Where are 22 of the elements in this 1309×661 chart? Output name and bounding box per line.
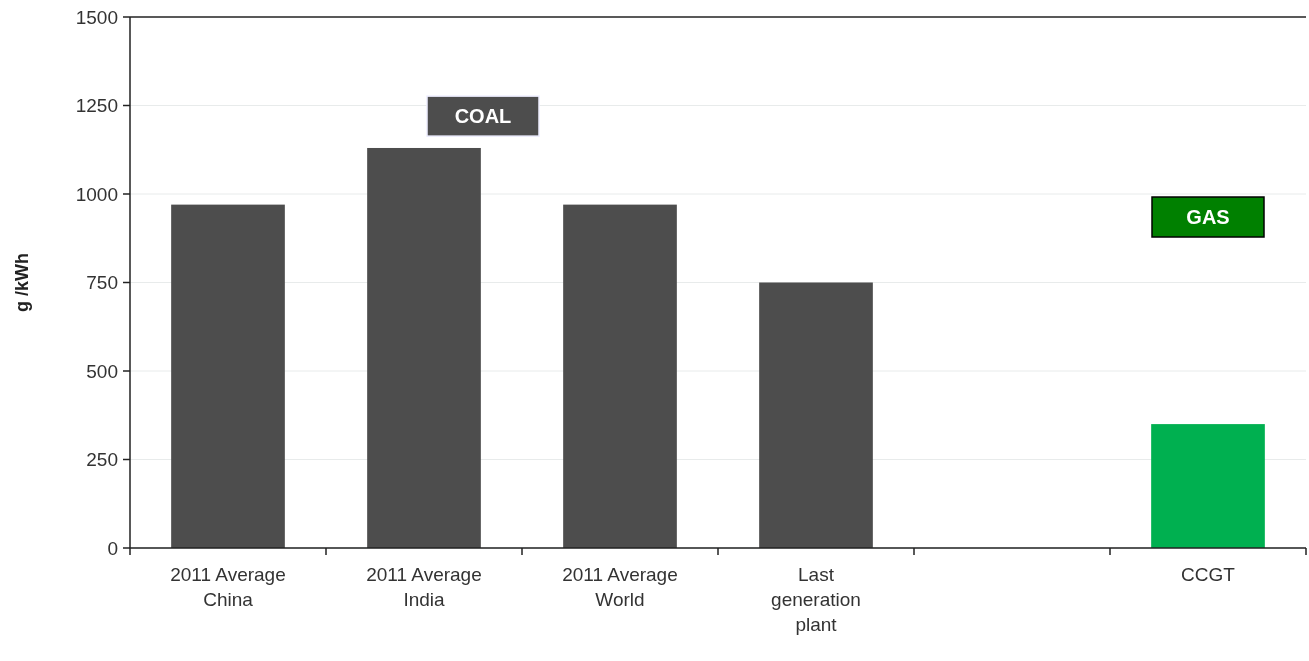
bar — [367, 147, 481, 548]
y-axis-title: g /kWh — [12, 253, 32, 312]
x-tick-label: Last generation plant — [771, 564, 861, 635]
y-tick-label: 250 — [86, 449, 118, 471]
y-tick-label: 1000 — [75, 183, 118, 205]
y-tick-label: 1500 — [75, 6, 118, 28]
x-tick-label: CCGT — [1181, 564, 1236, 585]
y-tick-label: 750 — [86, 272, 118, 294]
x-tick-label: 2011 Average China — [170, 564, 286, 610]
annotation: COAL — [454, 105, 512, 128]
y-tick-label: 1250 — [75, 95, 118, 117]
bar — [1151, 424, 1265, 548]
label-box: COAL — [426, 95, 540, 137]
x-tick-label: 2011 Average World — [562, 564, 678, 610]
bar — [171, 204, 285, 548]
label-box: GAS — [1151, 196, 1265, 238]
y-tick-label: 0 — [107, 537, 118, 559]
bar — [563, 204, 677, 548]
bar — [759, 282, 873, 548]
y-tick-label: 500 — [86, 360, 118, 382]
annotation: GAS — [1186, 206, 1230, 229]
x-tick-label: 2011 Average India — [366, 564, 482, 610]
